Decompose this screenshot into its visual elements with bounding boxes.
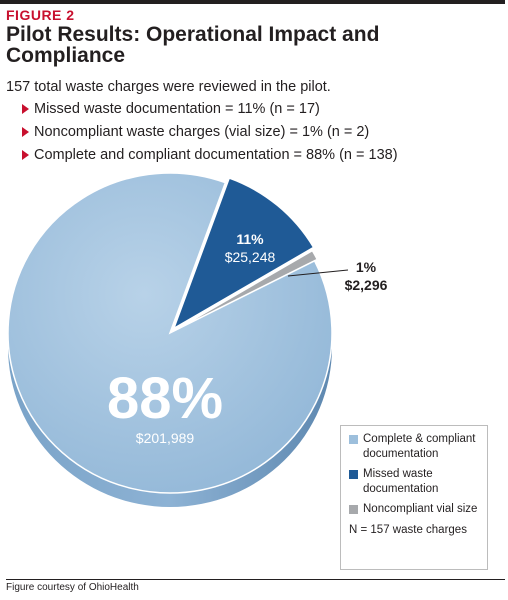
- top-rule: [0, 0, 505, 4]
- pie-chart: 88%$201,989 11% $25,248 1% $2,296: [7, 172, 388, 507]
- pie-slice-noncompliant: [172, 249, 319, 333]
- bullet-item: Missed waste documentation = 11% (n = 17…: [22, 99, 398, 122]
- pie-slice-missed: [172, 177, 315, 331]
- figure-label: FIGURE 2: [6, 7, 75, 23]
- legend-label: Missed waste documentation: [363, 468, 439, 495]
- slice-label-noncompliant-percent: 1%: [356, 259, 377, 275]
- bullet-text: Missed waste documentation = 11% (n = 17…: [34, 101, 320, 117]
- legend-label: Noncompliant vial size: [363, 503, 478, 515]
- pie-slice-complete: [7, 172, 333, 494]
- figure-credit: Figure courtesy of OhioHealth: [6, 582, 139, 593]
- bullet-text: Complete and compliant documentation = 8…: [34, 147, 398, 163]
- legend-item-noncompliant: Noncompliant vial size: [349, 502, 481, 517]
- pie-slices: [7, 172, 333, 494]
- legend-note: N = 157 waste charges: [349, 523, 467, 536]
- legend-swatch: [349, 435, 358, 444]
- slice-label-missed-amount: $25,248: [225, 249, 276, 265]
- bullet-item: Noncompliant waste charges (vial size) =…: [22, 122, 398, 145]
- legend-swatch: [349, 470, 358, 479]
- page-title: Pilot Results: Operational Impact and Co…: [6, 23, 380, 67]
- slice-label-complete-amount: $201,989: [136, 430, 195, 446]
- intro-text: 157 total waste charges were reviewed in…: [6, 79, 331, 95]
- slice-label-missed-percent: 11%: [236, 231, 264, 247]
- bullet-text: Noncompliant waste charges (vial size) =…: [34, 124, 370, 140]
- bullet-arrow-icon: [22, 150, 29, 160]
- bullet-arrow-icon: [22, 104, 29, 114]
- legend-swatch: [349, 505, 358, 514]
- bullet-arrow-icon: [22, 127, 29, 137]
- leader-line: [287, 269, 349, 277]
- legend-item-complete: Complete & compliant documentation: [349, 432, 481, 461]
- legend-label: Complete & compliant documentation: [363, 433, 476, 460]
- bullet-list: Missed waste documentation = 11% (n = 17…: [22, 99, 398, 168]
- slice-label-complete-percent: 88%: [107, 366, 223, 431]
- bottom-rule: [6, 579, 505, 580]
- slice-label-noncompliant-amount: $2,296: [345, 277, 388, 293]
- bullet-item: Complete and compliant documentation = 8…: [22, 145, 398, 168]
- chart-legend: Complete & compliant documentation Misse…: [340, 425, 488, 570]
- pie-labels: 88%$201,989 11% $25,248 1% $2,296: [107, 231, 388, 446]
- legend-item-missed: Missed waste documentation: [349, 467, 481, 496]
